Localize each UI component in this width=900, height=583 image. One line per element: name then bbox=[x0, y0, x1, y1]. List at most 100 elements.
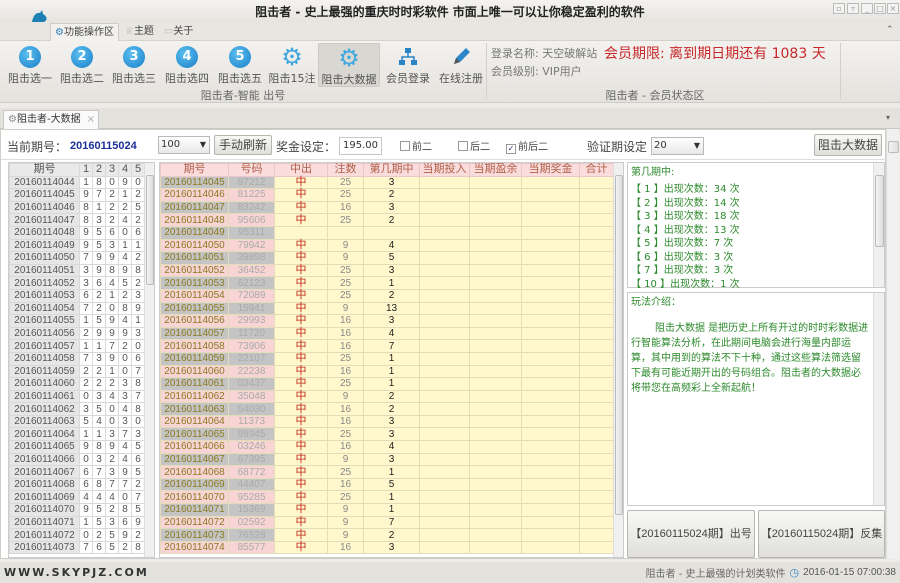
column-header[interactable]: 期号 bbox=[9, 163, 80, 177]
history-row[interactable]: 20160114062 3 5 0 4 8 bbox=[9, 402, 145, 416]
toolbar-button-5[interactable]: 5 阻击选五 bbox=[214, 43, 266, 87]
checkbox-front-back-two[interactable]: ✓ 前后二 bbox=[506, 142, 548, 154]
history-row[interactable]: 20160114056 2 9 9 9 3 bbox=[9, 326, 145, 341]
result-row[interactable]: 20160114069 44407 中 16 5 bbox=[160, 477, 614, 492]
history-row[interactable]: 20160114061 0 3 4 3 7 bbox=[9, 389, 145, 404]
column-header[interactable]: 中出 bbox=[274, 163, 328, 177]
checkbox[interactable] bbox=[458, 141, 468, 151]
result-row[interactable]: 20160114056 29993 中 16 3 bbox=[160, 314, 614, 328]
column-header[interactable]: 当期投入 bbox=[419, 163, 470, 177]
scrollbar-thumb[interactable] bbox=[146, 175, 154, 285]
result-row[interactable]: 20160114059 22107 中 25 1 bbox=[160, 351, 614, 366]
result-row[interactable]: 20160114046 81225 中 25 2 bbox=[160, 188, 614, 202]
result-row[interactable]: 20160114071 15369 中 9 1 bbox=[160, 503, 614, 517]
result-row[interactable]: 20160114048 95606 中 25 2 bbox=[160, 213, 614, 227]
result-row[interactable]: 20160114051 39898 中 9 5 bbox=[160, 251, 614, 265]
minimize-button[interactable]: _ bbox=[861, 3, 873, 14]
result-row[interactable]: 20160114058 73906 中 16 7 bbox=[160, 339, 614, 353]
result-row[interactable]: 20160114049 95311 bbox=[160, 225, 614, 240]
history-row[interactable]: 20160114070 9 5 2 8 5 bbox=[9, 503, 145, 517]
toolbar-button-2[interactable]: 2 阻击选二 bbox=[56, 43, 108, 87]
toolbar-button-6[interactable]: ⚙ 阻击15注 bbox=[268, 43, 316, 85]
result-row[interactable]: 20160114060 22238 中 16 1 bbox=[160, 364, 614, 379]
toolbar-button-4[interactable]: 4 阻击选四 bbox=[161, 43, 213, 87]
collapse-ribbon-icon[interactable]: ⌃ bbox=[886, 25, 894, 35]
history-row[interactable]: 20160114064 1 1 3 7 3 bbox=[9, 427, 145, 442]
menu-tab-about[interactable]: ▭关于 bbox=[163, 26, 194, 37]
result-row[interactable]: 20160114067 67395 中 9 3 bbox=[160, 452, 614, 467]
column-header[interactable]: 当期盈余 bbox=[469, 163, 522, 177]
history-row[interactable]: 20160114046 8 1 2 2 5 bbox=[9, 200, 145, 215]
history-row[interactable]: 20160114073 7 6 5 2 8 bbox=[9, 540, 145, 555]
column-header[interactable]: 合计 bbox=[579, 163, 614, 177]
column-header[interactable]: 注数 bbox=[327, 163, 364, 177]
history-row[interactable]: 20160114045 9 7 2 1 2 bbox=[9, 188, 145, 202]
count-select[interactable]: 100 ▼ bbox=[158, 136, 210, 154]
history-row[interactable]: 20160114055 1 5 9 4 1 bbox=[9, 314, 145, 328]
toolbar-button-7[interactable]: ⚙ 阻击大数据 bbox=[318, 43, 380, 87]
result-row[interactable]: 20160114052 36452 中 25 3 bbox=[160, 263, 614, 278]
result-row[interactable]: 20160114068 68772 中 25 1 bbox=[160, 465, 614, 479]
column-header[interactable]: 期号 bbox=[160, 163, 229, 177]
manual-refresh-button[interactable]: 手动刷新 bbox=[214, 135, 272, 155]
result-row[interactable]: 20160114055 15941 中 9 13 bbox=[160, 301, 614, 316]
result-row[interactable]: 20160114054 72089 中 25 2 bbox=[160, 288, 614, 303]
history-row[interactable]: 20160114052 3 6 4 5 2 bbox=[9, 276, 145, 290]
tab-list-dropdown-icon[interactable]: ▾ bbox=[886, 113, 891, 122]
verify-period-select[interactable]: 20 ▼ bbox=[651, 137, 705, 155]
feedback-icon[interactable]: ▫ bbox=[833, 3, 845, 14]
maximize-button[interactable]: □ bbox=[874, 3, 886, 14]
result-row[interactable]: 20160114074 85577 中 16 3 bbox=[160, 540, 614, 555]
result-row[interactable]: 20160114065 98945 中 25 3 bbox=[160, 427, 614, 442]
menu-tab-theme[interactable]: ♕主题 bbox=[124, 26, 154, 37]
run-big-data-button[interactable]: 阻击大数据 bbox=[814, 134, 882, 156]
history-row[interactable]: 20160114071 1 5 3 6 9 bbox=[9, 515, 145, 530]
generate-numbers-button[interactable]: 【20160115024期】出号 bbox=[627, 510, 755, 558]
menu-tab-functions[interactable]: ⚙功能操作区 bbox=[50, 23, 119, 41]
history-row[interactable]: 20160114057 1 1 7 2 0 bbox=[9, 339, 145, 353]
result-row[interactable]: 20160114061 03437 中 25 1 bbox=[160, 377, 614, 391]
history-row[interactable]: 20160114065 9 8 9 4 5 bbox=[9, 440, 145, 454]
result-row[interactable]: 20160114047 83242 中 16 3 bbox=[160, 200, 614, 215]
history-row[interactable]: 20160114060 2 2 2 3 8 bbox=[9, 377, 145, 391]
checkbox-front-two[interactable]: 前二 bbox=[400, 138, 432, 153]
history-row[interactable]: 20160114051 3 9 8 9 8 bbox=[9, 263, 145, 278]
toolbar-button-9[interactable]: 在线注册 bbox=[435, 43, 487, 87]
prize-input[interactable]: 195.00 bbox=[339, 137, 383, 155]
toolbar-button-8[interactable]: 会员登录 bbox=[382, 43, 434, 87]
close-button[interactable]: × bbox=[887, 3, 899, 14]
history-row[interactable]: 20160114049 9 5 3 1 1 bbox=[9, 238, 145, 253]
history-row[interactable]: 20160114053 6 2 1 2 3 bbox=[9, 288, 145, 303]
result-row[interactable]: 20160114072 02592 中 9 7 bbox=[160, 515, 614, 530]
stats-scrollbar[interactable] bbox=[873, 163, 884, 287]
column-header[interactable]: 第几期中 bbox=[363, 163, 420, 177]
column-header[interactable]: 4 bbox=[118, 163, 132, 177]
result-row[interactable]: 20160114066 03246 中 16 4 bbox=[160, 440, 614, 454]
tab-big-data[interactable]: ⚙阻击者-大数据 × bbox=[3, 110, 99, 130]
history-row[interactable]: 20160114047 8 3 2 4 2 bbox=[9, 213, 145, 227]
toolbar-button-3[interactable]: 3 阻击选三 bbox=[108, 43, 160, 87]
history-row[interactable]: 20160114069 4 4 4 0 7 bbox=[9, 490, 145, 505]
page-scrollbar[interactable] bbox=[886, 129, 899, 559]
history-row[interactable]: 20160114048 9 5 6 0 6 bbox=[9, 225, 145, 240]
result-row[interactable]: 20160114064 11373 中 16 3 bbox=[160, 414, 614, 429]
history-scrollbar[interactable] bbox=[144, 163, 154, 557]
result-row[interactable]: 20160114070 95285 中 25 1 bbox=[160, 490, 614, 505]
result-row[interactable]: 20160114057 11720 中 16 4 bbox=[160, 326, 614, 341]
result-row[interactable]: 20160114062 35048 中 9 2 bbox=[160, 389, 614, 404]
history-row[interactable]: 20160114059 2 2 1 0 7 bbox=[9, 364, 145, 379]
column-header[interactable]: 1 bbox=[79, 163, 93, 177]
skin-icon[interactable]: ▿ bbox=[847, 3, 859, 14]
history-row[interactable]: 20160114072 0 2 5 9 2 bbox=[9, 528, 145, 542]
result-scrollbar[interactable] bbox=[613, 163, 623, 557]
history-row[interactable]: 20160114054 7 2 0 8 9 bbox=[9, 301, 145, 316]
column-header[interactable]: 5 bbox=[131, 163, 145, 177]
toolbar-button-1[interactable]: 1 阻击选一 bbox=[4, 43, 56, 87]
history-row[interactable]: 20160114063 5 4 0 3 0 bbox=[9, 414, 145, 429]
checkbox-back-two[interactable]: 后二 bbox=[458, 138, 490, 153]
reverse-set-button[interactable]: 【20160115024期】反集 bbox=[758, 510, 885, 558]
result-row[interactable]: 20160114045 97212 中 25 3 bbox=[160, 175, 614, 190]
result-row[interactable]: 20160114050 79942 中 9 4 bbox=[160, 238, 614, 253]
column-header[interactable]: 当期奖金 bbox=[521, 163, 580, 177]
close-tab-icon[interactable]: × bbox=[86, 114, 95, 125]
